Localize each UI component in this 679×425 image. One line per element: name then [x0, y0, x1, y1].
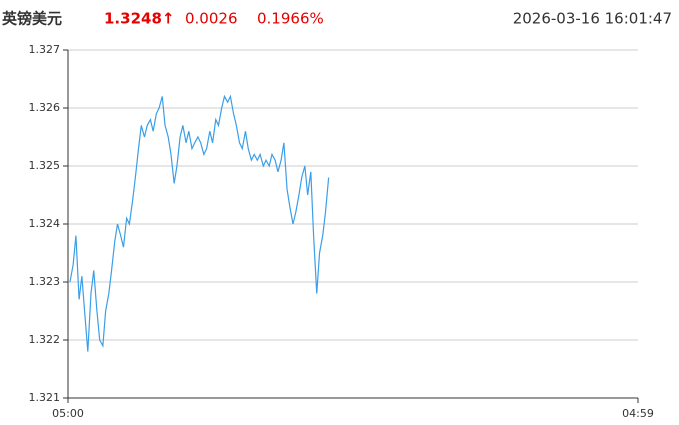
- x-tick-label: 05:00: [52, 407, 84, 420]
- y-tick-label: 1.326: [29, 101, 61, 114]
- x-tick-label: 04:59: [622, 407, 654, 420]
- y-tick-label: 1.325: [29, 159, 61, 172]
- change: 0.0026: [185, 10, 238, 28]
- price: 1.3248↑: [104, 10, 174, 28]
- y-tick-label: 1.324: [29, 217, 61, 230]
- y-tick-label: 1.323: [29, 275, 61, 288]
- price-line: [69, 94, 330, 352]
- y-tick-label: 1.321: [29, 391, 61, 404]
- instrument-name: 英镑美元: [2, 10, 62, 28]
- y-tick-label: 1.322: [29, 333, 61, 346]
- y-tick-label: 1.327: [29, 43, 61, 56]
- change-percent: 0.1966%: [257, 10, 324, 28]
- timestamp: 2026-03-16 16:01:47: [513, 10, 672, 28]
